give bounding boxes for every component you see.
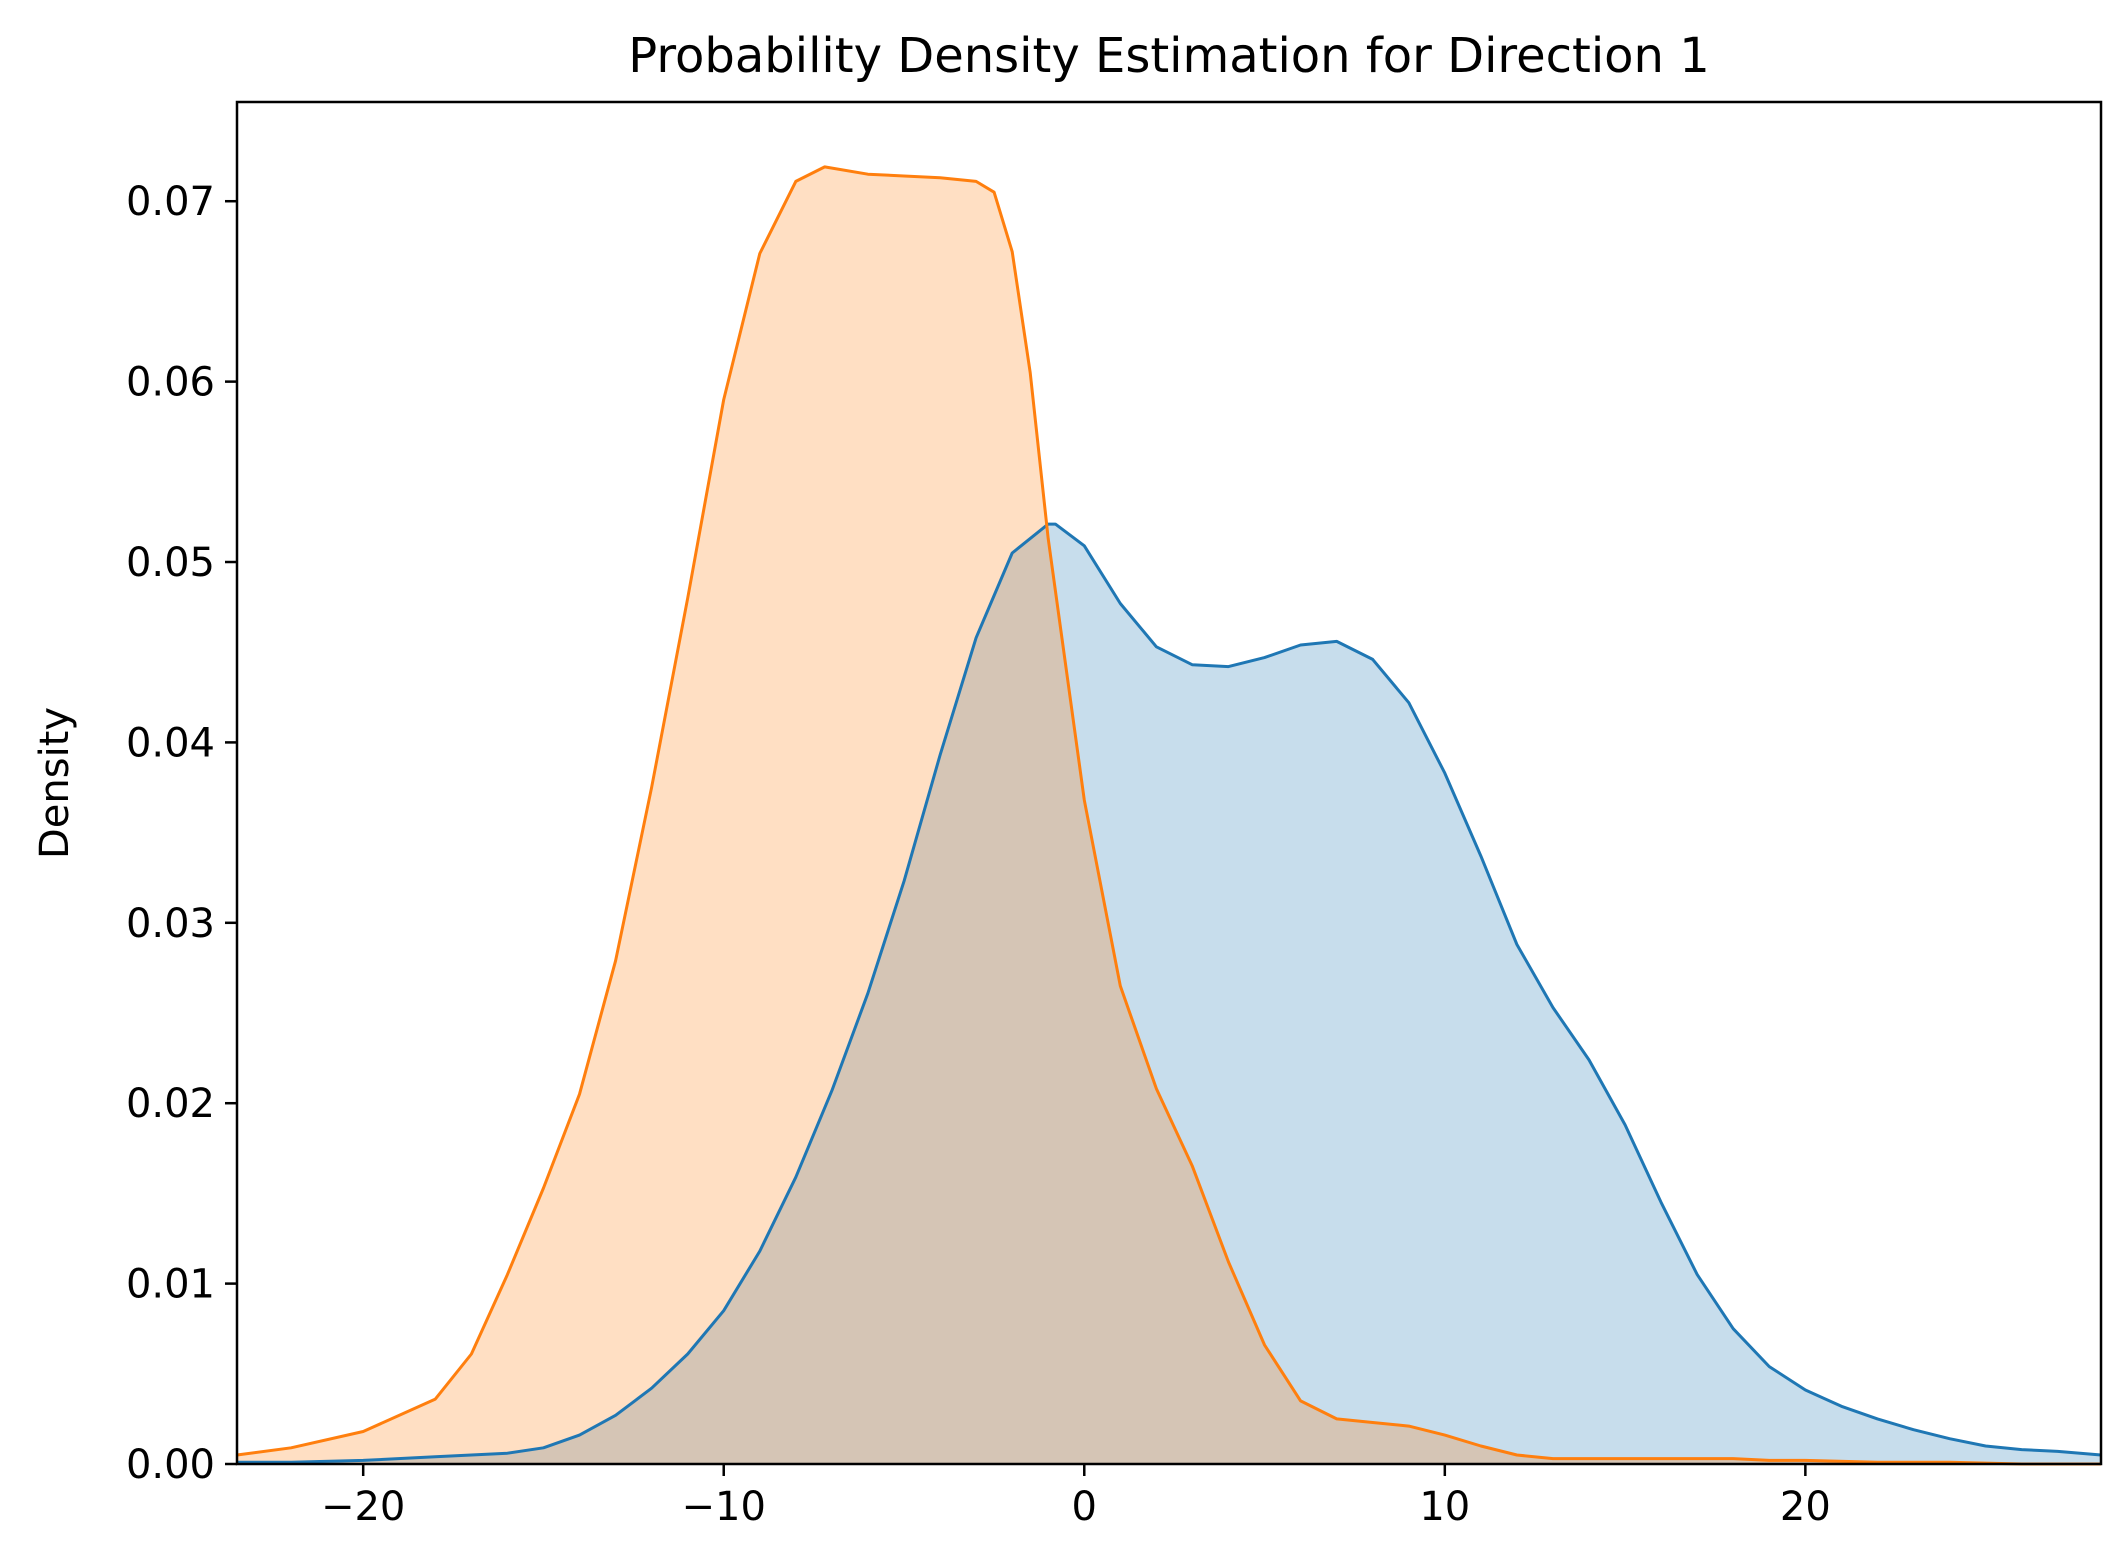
y-tick-label: 0.06 — [126, 360, 215, 406]
x-tick-label: 0 — [1072, 1484, 1097, 1530]
x-tick-label: −20 — [321, 1484, 405, 1530]
series-1-line — [237, 522, 2102, 1464]
series-layer — [236, 165, 2102, 1466]
y-tick-label: 0.07 — [126, 179, 215, 225]
series-1-area — [237, 524, 2101, 1464]
y-tick-label: 0.02 — [126, 1081, 215, 1127]
x-tick-label: 20 — [1780, 1484, 1831, 1530]
x-axis: −20 −10 0 10 20 — [321, 1464, 1831, 1530]
y-tick-label: 0.05 — [126, 540, 215, 586]
x-tick-label: 10 — [1419, 1484, 1470, 1530]
y-axis-label: Density — [32, 707, 78, 859]
y-tick-label: 0.03 — [126, 901, 215, 947]
y-tick-label: 0.01 — [126, 1262, 215, 1308]
y-tick-label: 0.04 — [126, 720, 215, 766]
y-tick-label: 0.00 — [126, 1442, 215, 1488]
series-2-area — [237, 166, 2101, 1464]
x-tick-label: −10 — [682, 1484, 766, 1530]
y-axis: 0.00 0.01 0.02 0.03 0.04 0.05 0.06 0.07 — [126, 179, 237, 1488]
series-2-line — [236, 165, 2101, 1466]
chart-title: Probability Density Estimation for Direc… — [628, 28, 1710, 84]
plot-frame — [235, 100, 2103, 1466]
